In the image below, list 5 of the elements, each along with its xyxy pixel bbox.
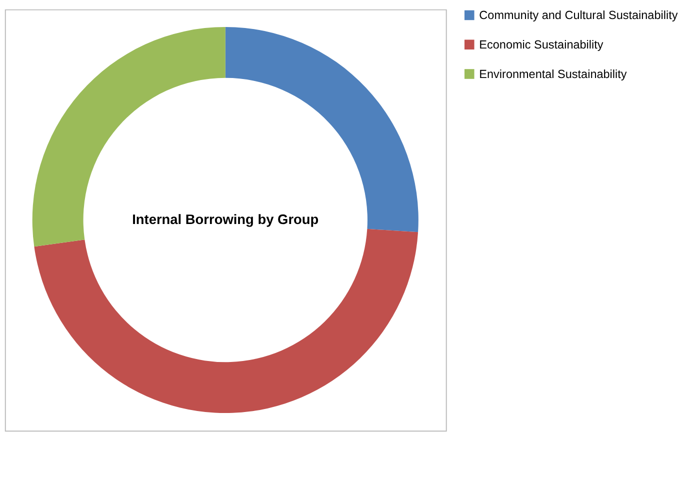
donut-slice [34,228,418,413]
legend-label: Environmental Sustainability [479,68,627,81]
legend-label: Economic Sustainability [479,38,604,52]
text: Internal Borrowing by Group [132,212,319,227]
legend-label: Community and Cultural Sustainability [479,9,678,22]
